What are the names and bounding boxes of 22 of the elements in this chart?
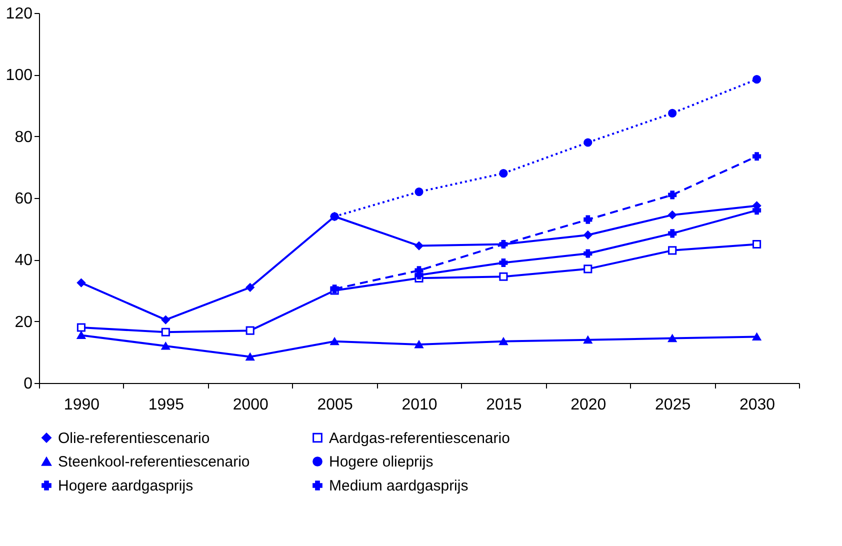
x-tick-label: 2010 xyxy=(402,396,438,414)
x-tick-label: 2005 xyxy=(317,396,353,414)
y-tick-label: 40 xyxy=(14,252,33,270)
x-tick-label: 2030 xyxy=(739,396,776,414)
legend-label: Olie-referentiescenario xyxy=(58,430,210,447)
legend-label: Aardgas-referentiescenario xyxy=(329,430,510,447)
legend-label: Hogere olieprijs xyxy=(329,454,434,470)
x-tick-label: 1990 xyxy=(64,396,100,414)
y-tick-label: 60 xyxy=(14,190,33,208)
x-tick-label: 2025 xyxy=(655,396,691,414)
y-tick-label: 0 xyxy=(24,376,33,392)
y-tick-label: 100 xyxy=(6,67,33,84)
legend-label: Steenkool-referentiescenario xyxy=(58,454,250,470)
x-tick-label: 2015 xyxy=(486,396,522,414)
x-tick-label: 1995 xyxy=(148,396,184,414)
y-tick-label: 80 xyxy=(14,128,33,146)
x-tick-label: 2020 xyxy=(570,396,606,414)
legend-label: Medium aardgasprijs xyxy=(329,478,468,494)
legend-label: Hogere aardgasprijs xyxy=(58,478,194,494)
x-tick-label: 2000 xyxy=(232,396,269,414)
y-tick-label: 120 xyxy=(6,6,33,22)
y-tick-label: 20 xyxy=(14,314,33,331)
